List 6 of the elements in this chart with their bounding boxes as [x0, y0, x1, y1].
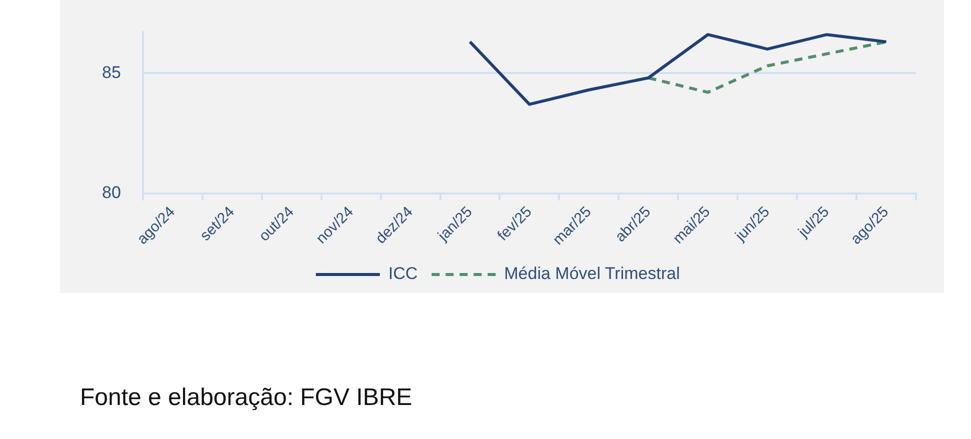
- line-series: [646, 40, 888, 94]
- legend-label: ICC: [388, 264, 418, 284]
- y-tick-label: 85: [102, 62, 121, 82]
- y-tick-label: 80: [102, 182, 121, 202]
- legend-label: Média Móvel Trimestral: [504, 264, 680, 284]
- source-note: Fonte e elaboração: FGV IBRE: [80, 384, 412, 412]
